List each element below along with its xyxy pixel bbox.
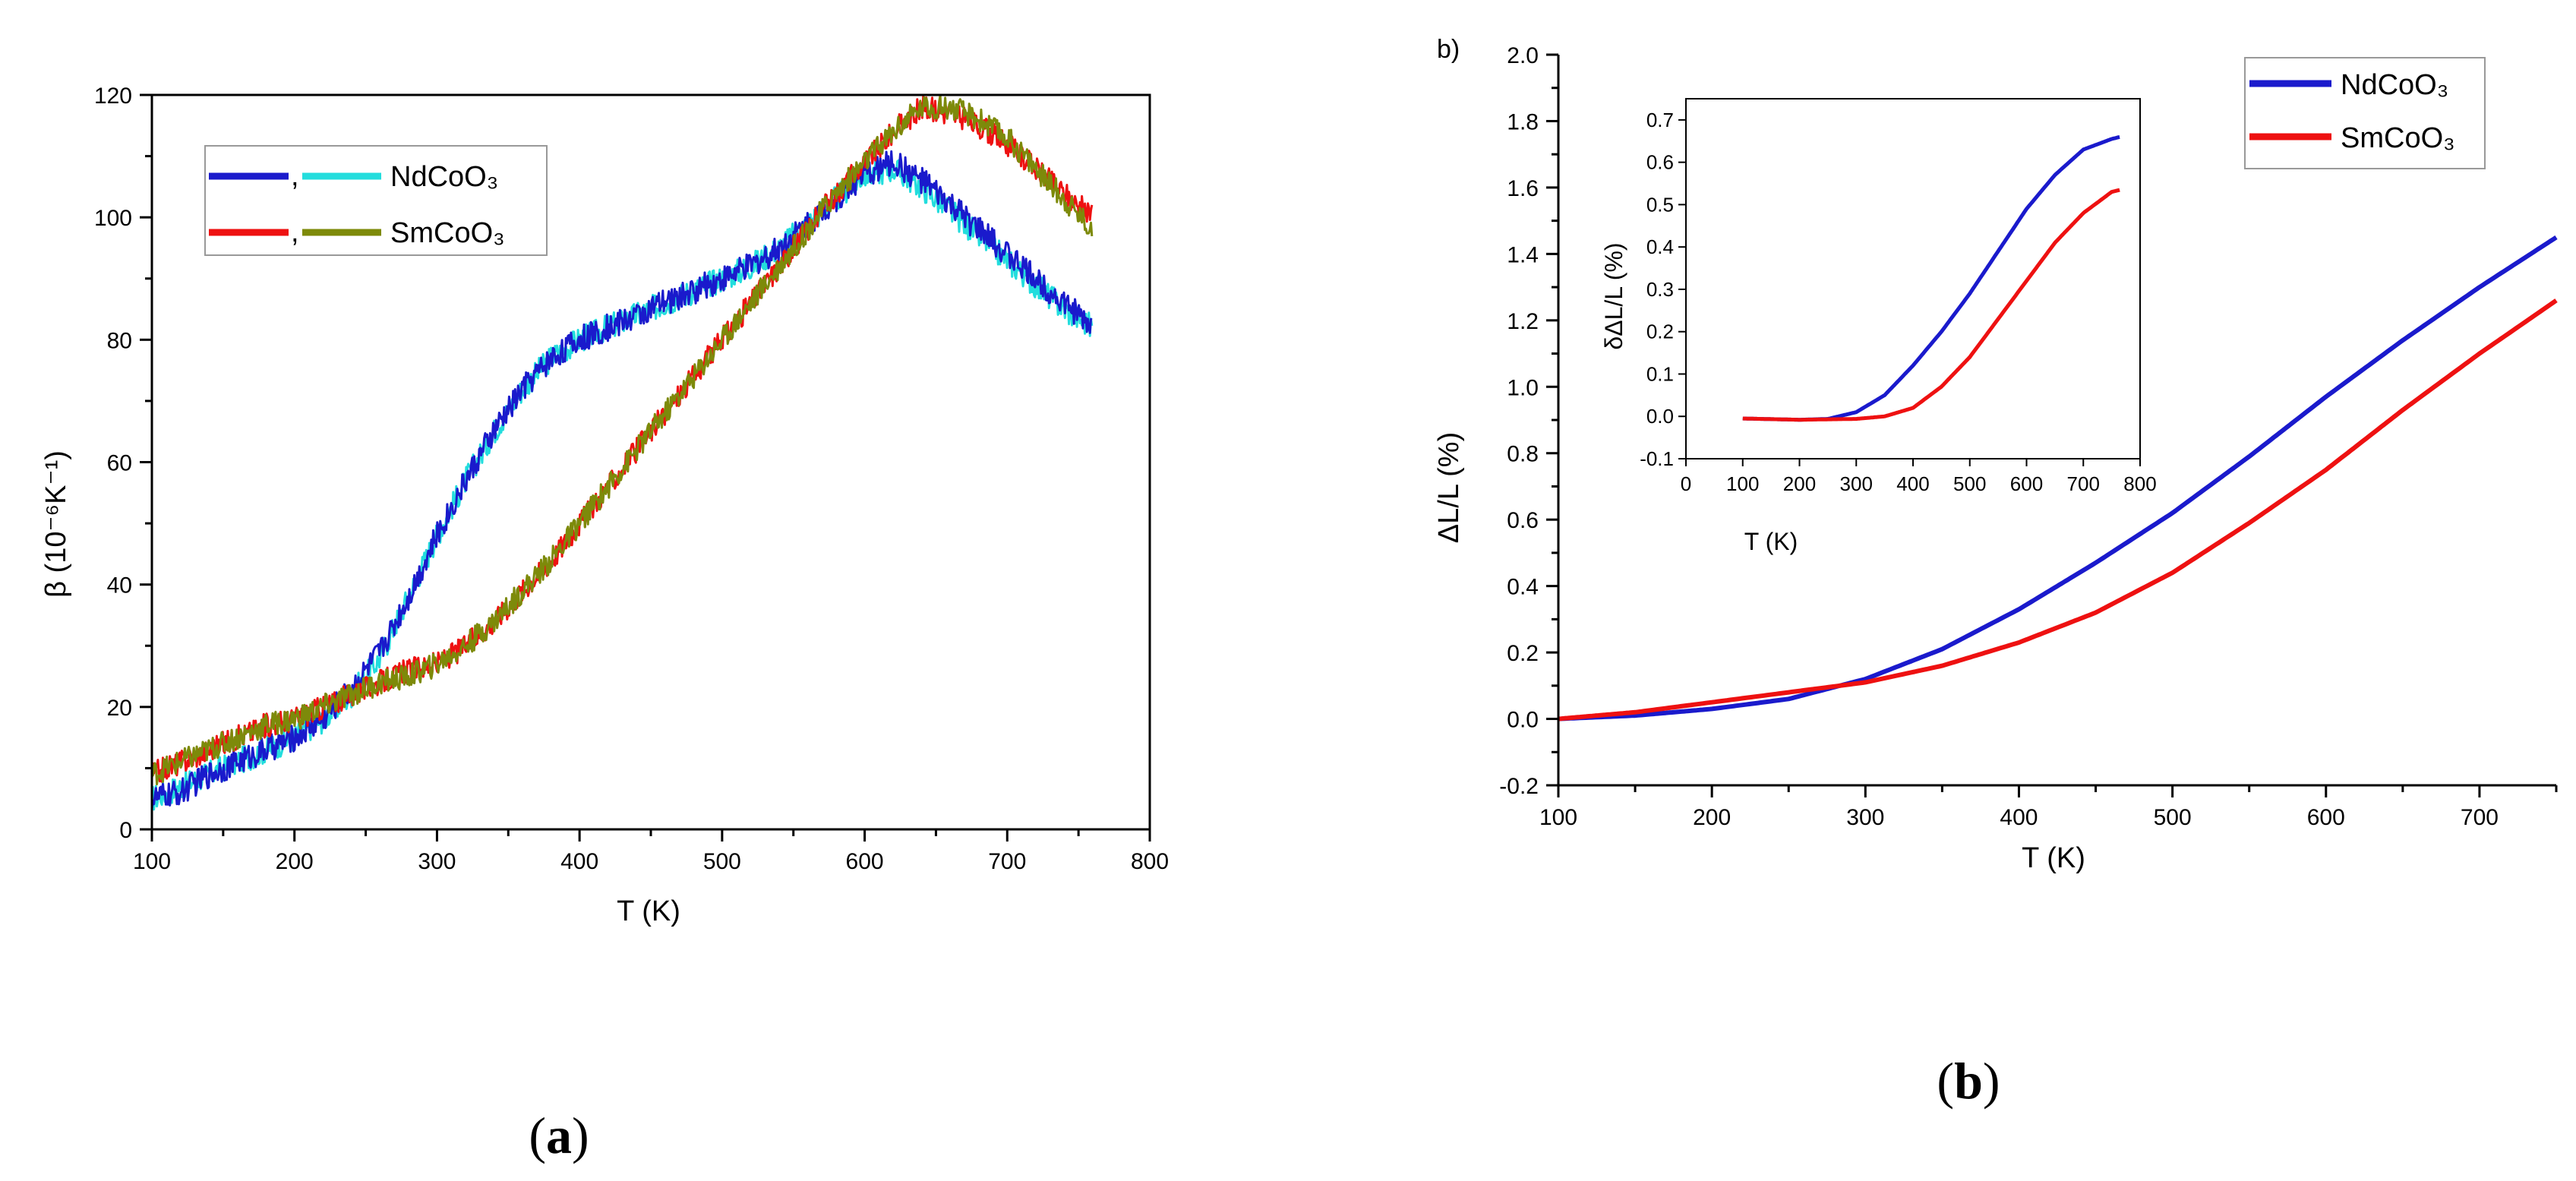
panel-a-x-ticks: 100 200 300 400 500 600 700 800	[133, 829, 1169, 874]
legend-b-label-ndcoo3: NdCoO₃	[2341, 69, 2448, 101]
inset-y-ticks: -0.1 0.0 0.1 0.2 0.3 0.4 0.5 0.6 0.7	[1640, 109, 1686, 470]
panel-b-x-ticks: 100 200 300 400 500 600 700	[1539, 785, 2558, 830]
panel-a-y-tick-label: 60	[107, 451, 132, 476]
inset-x-tick-label: 0	[1681, 472, 1691, 495]
panel-a-x-tick-label: 300	[418, 849, 456, 874]
inset-y-tick-label: 0.3	[1646, 278, 1674, 301]
legend-b-label-smcoo3: SmCoO₃	[2341, 122, 2455, 154]
panel-b-y-tick-label: 1.0	[1507, 375, 1539, 400]
panel-a-legend-items: , NdCoO₃ , SmCoO₃	[209, 160, 505, 249]
panel-b-y-tick-label: 1.8	[1507, 109, 1539, 134]
inset-x-axis-title: T (K)	[1744, 528, 1798, 555]
inset-y-axis-title: δΔL/L (%)	[1600, 242, 1627, 349]
panel-a-y-tick-label: 0	[119, 818, 132, 843]
legend-a-label-smcoo3: SmCoO₃	[390, 217, 505, 249]
inset-y-tick-label: -0.1	[1640, 447, 1674, 470]
panel-a-x-tick-label: 200	[276, 849, 314, 874]
legend-a-label-ndcoo3: NdCoO₃	[390, 161, 498, 193]
panel-a-x-tick-label: 800	[1131, 849, 1169, 874]
panel-a-x-tick-label: 600	[846, 849, 884, 874]
panel-b-legend: NdCoO₃ SmCoO₃	[2244, 57, 2486, 169]
inset-x-ticks: 0 100 200 300 400 500 600 700 800	[1681, 459, 2157, 495]
panel-b-x-tick-label: 500	[2154, 805, 2192, 830]
inset-x-tick-label: 500	[1953, 472, 1986, 495]
inset-series-ndcoo3	[1741, 134, 2121, 422]
panel-b-y-axis-title: ΔL/L (%)	[1433, 432, 1465, 543]
panel-b-x-axis-title: T (K)	[2022, 842, 2085, 874]
panel-a-y-tick-label: 20	[107, 696, 132, 721]
panel-b-y-tick-label: 0.6	[1507, 508, 1539, 533]
panel-a-x-tick-label: 700	[988, 849, 1026, 874]
panel-a-y-tick-label: 40	[107, 573, 132, 598]
panel-b-x-tick-label: 200	[1693, 805, 1731, 830]
panel-b-y-ticks: -0.2 0.0 0.2 0.4 0.6 0.8 1.0 1.2 1.4 1.6 1.8 2.0	[1499, 43, 1558, 799]
panel-a-series-4	[150, 94, 1094, 786]
panel-b-y-tick-label: 0.2	[1507, 641, 1539, 666]
panel-b-data-lines	[1558, 235, 2558, 722]
panel-a-y-axis-title: β (10⁻⁶K⁻¹)	[40, 450, 72, 598]
svg-text:(a): (a)	[529, 1107, 589, 1164]
panel-b-caption-open: (	[1937, 1052, 1954, 1110]
inset-y-tick-label: 0.6	[1646, 151, 1674, 174]
panel-a-x-axis-title: T (K)	[617, 895, 680, 927]
svg-text:(b): (b)	[1937, 1052, 2000, 1110]
inset-x-tick-label: 700	[2067, 472, 2100, 495]
inset-series-smcoo3	[1741, 188, 2121, 422]
panel-a: 100 200 300 400 500 600 700 800 0 20 40 60 80 100 120…	[40, 84, 1169, 1164]
panel-b-y-tick-label: 0.0	[1507, 708, 1539, 733]
inset-y-tick-label: 0.5	[1646, 193, 1674, 216]
panel-a-legend: , NdCoO₃ , SmCoO₃	[204, 145, 548, 256]
inset-x-tick-label: 100	[1726, 472, 1759, 495]
panel-b-x-tick-label: 400	[2000, 805, 2038, 830]
panel-b-series-smcoo3	[1558, 298, 2558, 722]
panel-a-caption-letter: a	[546, 1107, 572, 1164]
inset-plot-frame	[1685, 98, 2141, 459]
inset-x-tick-label: 800	[2123, 472, 2156, 495]
panel-b-inset: 0 100 200 300 400 500 600 700 800 -0.1 0.0 0.1 0.2 0…	[1600, 98, 2157, 555]
inset-y-tick-label: 0.2	[1646, 321, 1674, 343]
panel-a-caption-close: )	[572, 1107, 589, 1164]
panel-a-y-tick-label: 80	[107, 328, 132, 353]
panel-b-caption-letter: b	[1954, 1052, 1983, 1110]
inset-data-lines	[1741, 134, 2121, 422]
inset-y-tick-label: 0.1	[1646, 362, 1674, 385]
panel-a-data-lines	[150, 94, 1094, 811]
panel-b-y-tick-label: -0.2	[1499, 774, 1539, 799]
panel-a-y-tick-label: 120	[94, 84, 132, 109]
panel-a-x-tick-label: 500	[703, 849, 741, 874]
panel-b-y-tick-label: 2.0	[1507, 43, 1539, 68]
inset-y-tick-label: 0.4	[1646, 235, 1674, 258]
inset-y-tick-label: 0.7	[1646, 109, 1674, 131]
inset-x-tick-label: 300	[1840, 472, 1873, 495]
panel-b-tag: b)	[1437, 35, 1460, 64]
panel-b-y-tick-label: 0.8	[1507, 442, 1539, 467]
panel-a-y-ticks: 0 20 40 60 80 100 120	[94, 84, 152, 843]
panel-b-caption-close: )	[1983, 1052, 2000, 1110]
panel-b-y-tick-label: 1.4	[1507, 242, 1539, 267]
inset-y-tick-label: 0.0	[1646, 405, 1674, 428]
panel-b-x-tick-label: 700	[2461, 805, 2499, 830]
panel-b-x-tick-label: 100	[1539, 805, 1577, 830]
panel-a-legend-box	[204, 145, 548, 256]
panel-b-y-tick-label: 1.2	[1507, 309, 1539, 334]
legend-a-separator-2: ,	[291, 216, 299, 248]
inset-x-tick-label: 600	[2010, 472, 2043, 495]
inset-x-tick-label: 400	[1896, 472, 1929, 495]
panel-a-x-tick-label: 100	[133, 849, 171, 874]
inset-x-tick-label: 200	[1783, 472, 1816, 495]
panel-a-caption-open: (	[529, 1107, 546, 1164]
panel-b: b) 100 200 300 400 500 600 700 -0.2 0.0 0.2 0.4 0.…	[1433, 35, 2558, 1110]
panel-b-x-tick-label: 600	[2307, 805, 2345, 830]
panel-a-y-tick-label: 100	[94, 206, 132, 231]
panel-b-caption: (b)	[1937, 1052, 2000, 1110]
panel-b-series-ndcoo3	[1558, 235, 2558, 722]
legend-a-separator-1: ,	[291, 160, 299, 192]
panel-b-x-tick-label: 300	[1846, 805, 1884, 830]
panel-b-y-tick-label: 0.4	[1507, 575, 1539, 600]
panel-b-y-tick-label: 1.6	[1507, 176, 1539, 201]
panel-a-caption: (a)	[529, 1107, 589, 1164]
panel-b-legend-box	[2244, 57, 2486, 169]
panel-a-x-tick-label: 400	[560, 849, 598, 874]
